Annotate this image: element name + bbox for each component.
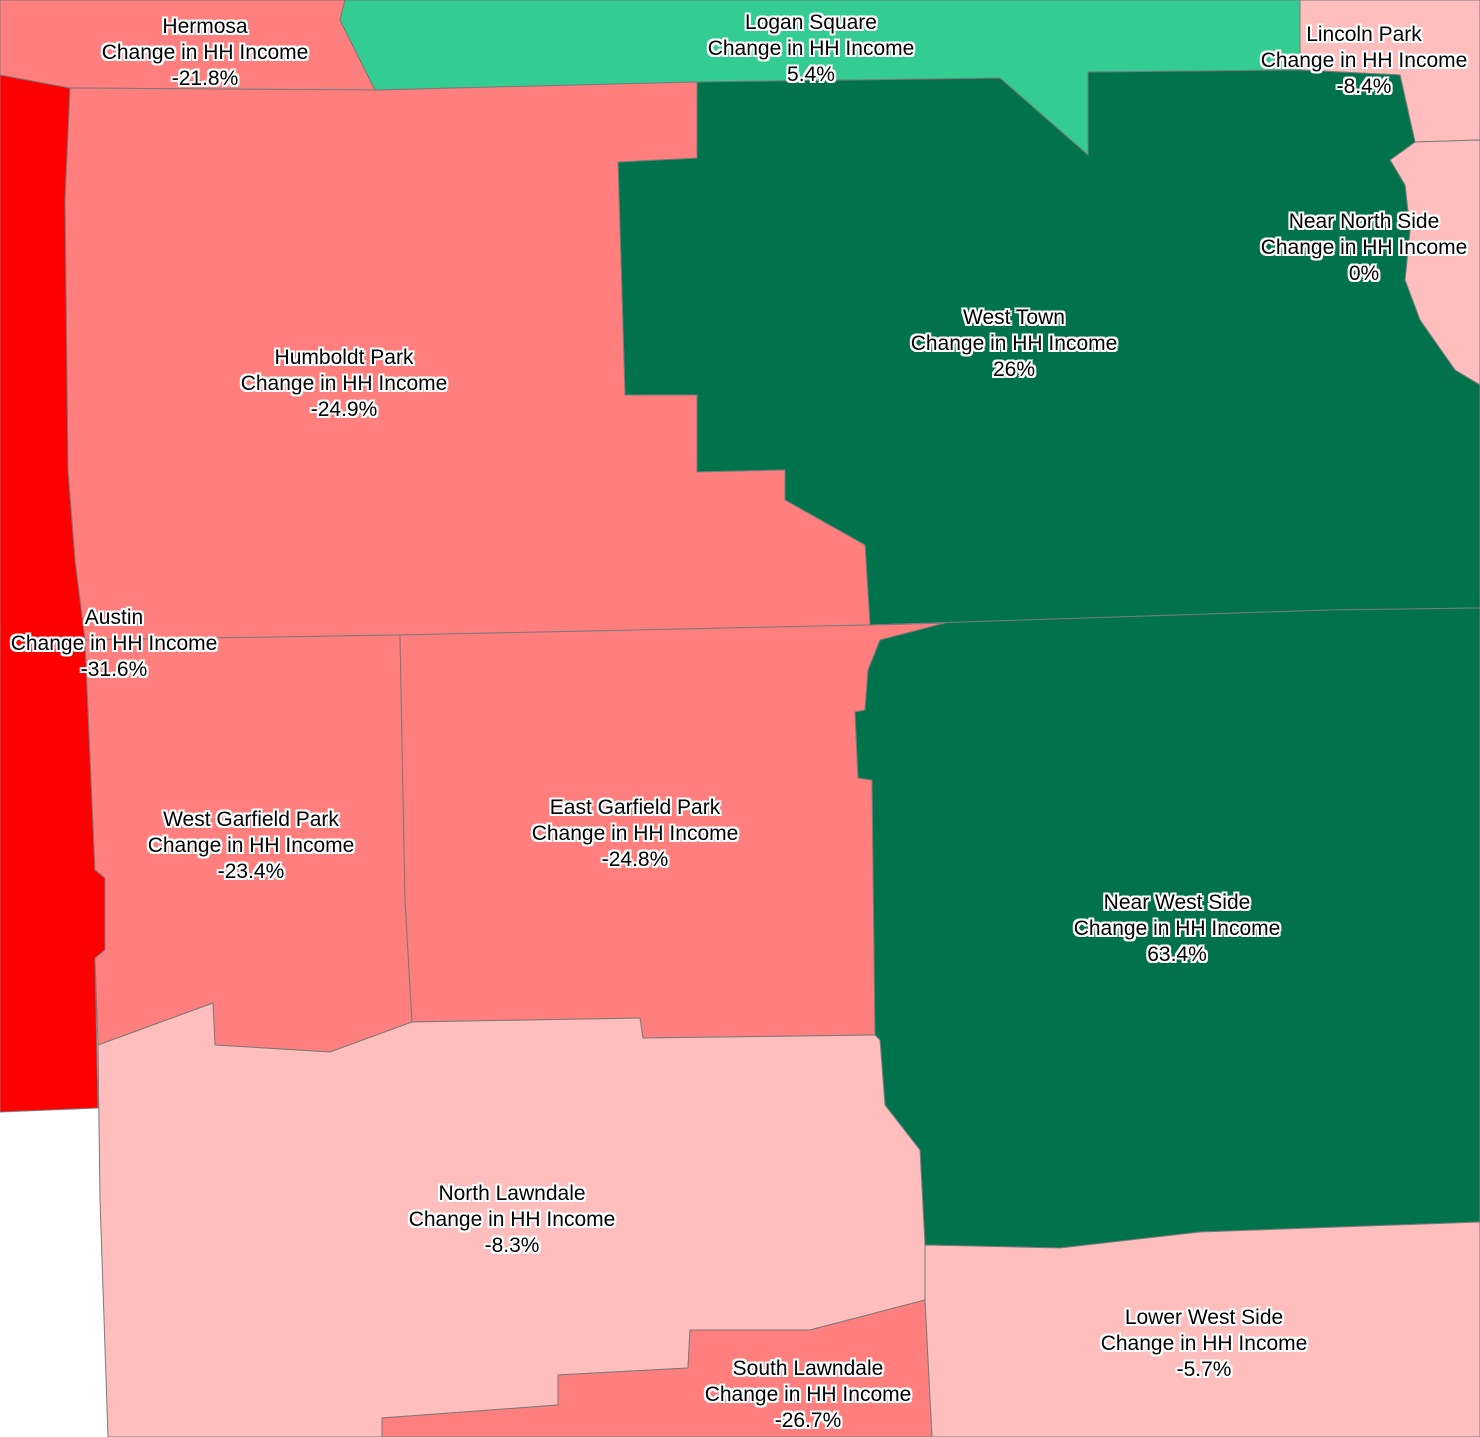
region-name: Logan Square <box>745 11 877 34</box>
label-near-west-side: Near West Side Change in HH Income 63.4% <box>1074 890 1281 968</box>
region-name: Near West Side <box>1103 891 1251 914</box>
label-south-lawndale: South Lawndale Change in HH Income -26.7… <box>705 1356 912 1434</box>
region-name: South Lawndale <box>732 1357 884 1380</box>
region-name: Lincoln Park <box>1306 23 1422 46</box>
region-value: -24.8% <box>601 848 669 871</box>
label-near-north-side: Near North Side Change in HH Income 0% <box>1261 209 1468 287</box>
label-hermosa: Hermosa Change in HH Income -21.8% <box>102 14 309 92</box>
metric-label: Change in HH Income <box>101 41 309 64</box>
metric-label: Change in HH Income <box>147 834 355 857</box>
metric-label: Change in HH Income <box>704 1383 912 1406</box>
region-name: West Town <box>963 306 1065 329</box>
metric-label: Change in HH Income <box>408 1208 616 1231</box>
metric-label: Change in HH Income <box>1073 917 1281 940</box>
region-name: Lower West Side <box>1124 1306 1284 1329</box>
region-value: -8.3% <box>484 1234 540 1257</box>
label-humboldt-park: Humboldt Park Change in HH Income -24.9% <box>241 345 448 423</box>
region-name: Near North Side <box>1288 210 1440 233</box>
label-logan-square: Logan Square Change in HH Income 5.4% <box>708 10 915 88</box>
label-west-garfield-park: West Garfield Park Change in HH Income -… <box>148 807 355 885</box>
label-lincoln-park: Lincoln Park Change in HH Income -8.4% <box>1261 22 1468 100</box>
region-value: 5.4% <box>787 63 835 86</box>
metric-label: Change in HH Income <box>531 822 739 845</box>
region-value: -8.4% <box>1336 75 1392 98</box>
metric-label: Change in HH Income <box>1260 236 1468 259</box>
region-value: 26% <box>992 358 1036 381</box>
metric-label: Change in HH Income <box>1100 1332 1308 1355</box>
region-name: West Garfield Park <box>163 808 339 831</box>
region-name: Hermosa <box>162 15 248 38</box>
region-value: -31.6% <box>80 658 148 681</box>
region-name: Austin <box>84 606 144 629</box>
label-north-lawndale: North Lawndale Change in HH Income -8.3% <box>409 1181 616 1259</box>
label-east-garfield-park: East Garfield Park Change in HH Income -… <box>532 795 739 873</box>
metric-label: Change in HH Income <box>910 332 1118 355</box>
region-value: -5.7% <box>1176 1358 1232 1381</box>
region-name: Humboldt Park <box>274 346 414 369</box>
label-west-town: West Town Change in HH Income 26% <box>911 305 1118 383</box>
metric-label: Change in HH Income <box>1260 49 1468 72</box>
label-lower-west-side: Lower West Side Change in HH Income -5.7… <box>1101 1305 1308 1383</box>
region-value: -26.7% <box>774 1409 842 1432</box>
region-value: 0% <box>1348 262 1380 285</box>
region-lower-west-side[interactable] <box>924 1221 1480 1437</box>
region-name: East Garfield Park <box>549 796 721 819</box>
region-value: -24.9% <box>310 398 378 421</box>
metric-label: Change in HH Income <box>240 372 448 395</box>
label-austin: Austin Change in HH Income -31.6% <box>11 605 218 683</box>
metric-label: Change in HH Income <box>10 632 218 655</box>
region-name: North Lawndale <box>438 1182 586 1205</box>
region-value: -21.8% <box>171 67 239 90</box>
region-value: 63.4% <box>1147 943 1207 966</box>
region-south-lawndale[interactable] <box>381 1299 933 1437</box>
metric-label: Change in HH Income <box>707 37 915 60</box>
region-value: -23.4% <box>217 860 285 883</box>
